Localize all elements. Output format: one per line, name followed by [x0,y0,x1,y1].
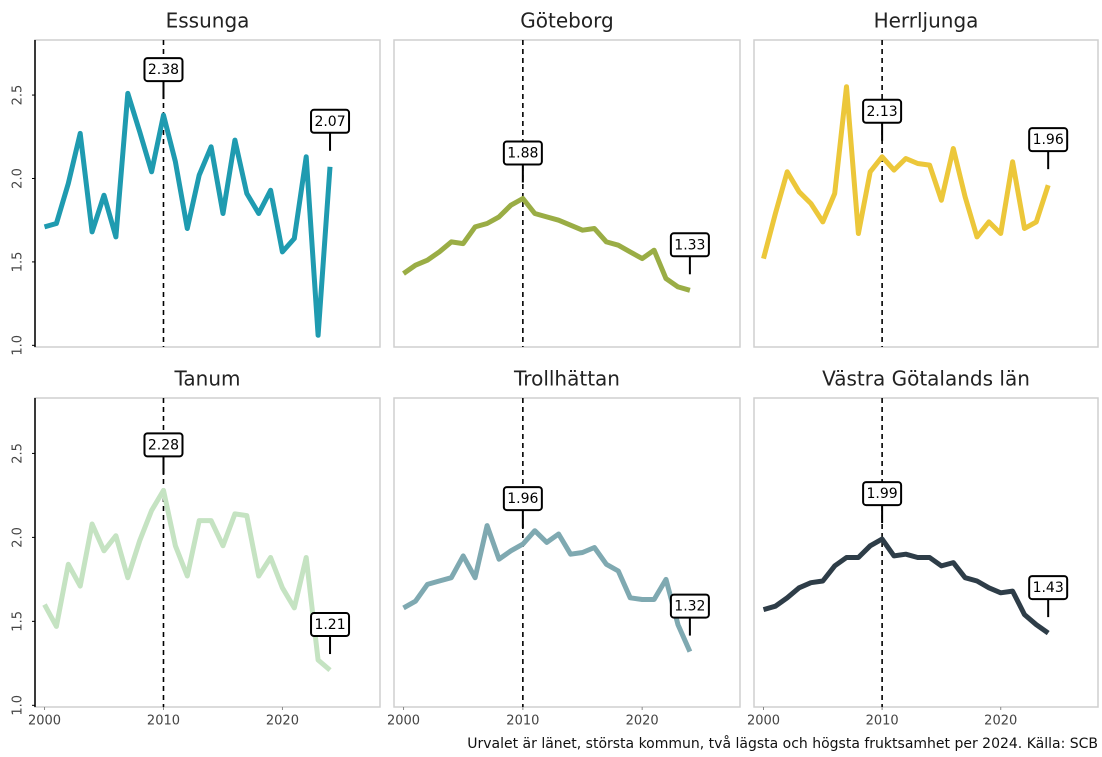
x-tick-label: 2020 [626,714,659,729]
panel-border [393,39,741,348]
label-box [502,140,543,166]
panel-title: Västra Götalands län [822,367,1030,391]
data-label: 1.99 [867,486,898,502]
label-box [669,232,710,258]
series-line [42,487,332,673]
data-label: 1.21 [314,617,345,633]
series-line [762,536,1050,636]
data-label: 1.43 [1033,580,1064,596]
y-tick-label: 1.5 [11,252,26,273]
data-label: 1.88 [507,146,538,162]
x-tick-label: 2010 [866,714,899,729]
x-tick-label: 2000 [387,714,420,729]
panel-border [753,39,1099,348]
label-box [862,98,903,124]
x-tick-label: 2020 [984,714,1017,729]
y-tick-label: 1.5 [11,611,26,632]
y-tick-label: 2.5 [11,443,26,464]
caption: Urvalet är länet, största kommun, två lä… [467,735,1098,752]
x-tick-label: 2020 [266,714,299,729]
y-tick-label: 2.0 [11,527,26,548]
label-box [143,432,184,458]
panel-title: Göteborg [520,9,613,33]
x-tick-label: 2000 [28,714,61,729]
data-label: 1.33 [674,237,705,253]
series-line [43,90,333,338]
x-tick-label: 2010 [147,714,180,729]
data-label: 2.38 [148,62,179,78]
y-tick-label: 2.5 [11,85,26,106]
label-box [310,108,351,134]
label-box [862,481,903,507]
data-label: 2.07 [314,114,345,130]
label-box [310,612,351,638]
x-tick-label: 2000 [747,714,780,729]
data-label: 1.96 [507,491,538,507]
label-box [143,57,184,83]
data-label: 2.13 [867,104,898,120]
y-tick-label: 1.0 [11,695,26,716]
label-box [502,486,543,512]
panel-title: Tanum [174,367,241,391]
series-line [402,196,691,293]
panel-title: Herrljunga [874,9,979,33]
panel-title: Essunga [166,9,250,33]
series-line [761,84,1051,260]
panel-border [393,397,741,708]
label-box [669,593,710,619]
data-label: 1.32 [674,599,705,615]
x-tick-label: 2010 [506,714,539,729]
label-box [1028,127,1069,153]
data-label: 2.28 [148,437,179,453]
data-label: 1.96 [1033,132,1064,148]
panel-title: Trollhättan [513,367,620,391]
label-box [1028,575,1069,601]
series-line [402,523,693,653]
y-tick-label: 1.0 [11,335,26,356]
panel-border [753,397,1099,708]
y-tick-label: 2.0 [11,168,26,189]
